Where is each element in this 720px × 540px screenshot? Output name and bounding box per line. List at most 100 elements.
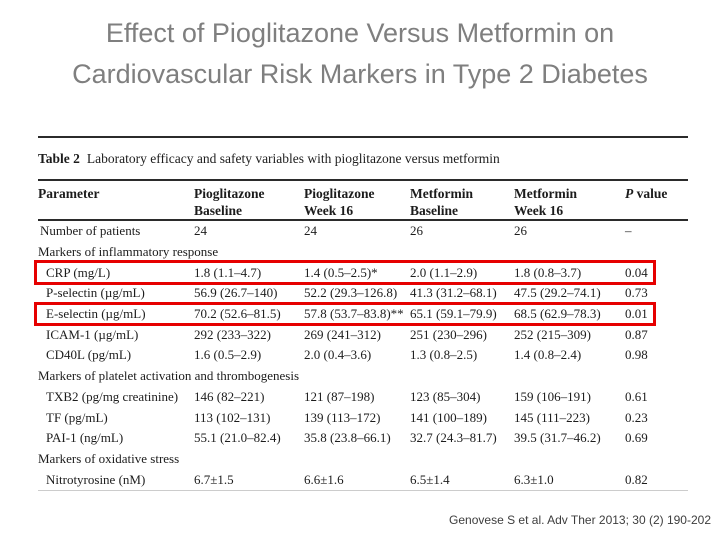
- table-header-line1: Metformin: [514, 186, 577, 201]
- table-header-line1: Pioglitazone: [304, 186, 375, 201]
- table-row: Nitrotyrosine (nM) 6.7±1.5 6.6±1.6 6.5±1.4 6…: [38, 469, 688, 490]
- table-row: TF (pg/mL) 113 (102–131) 139 (113–172) 141 …: [38, 407, 688, 428]
- table-header-cell: Pioglitazone Week 16: [304, 185, 410, 219]
- value-cell: 121 (87–198): [304, 388, 375, 404]
- table-header-line2: Baseline: [194, 203, 243, 218]
- table-row: P-selectin (µg/mL) 56.9 (26.7–140) 52.2 (2…: [38, 283, 688, 304]
- table-header-line1: P value: [625, 186, 668, 201]
- value-cell: 26: [514, 223, 527, 239]
- table-header-line2: [38, 202, 194, 219]
- value-cell: 32.7 (24.3–81.7): [410, 430, 497, 446]
- table-header-line2: Week 16: [514, 203, 564, 218]
- value-cell: 113 (102–131): [194, 409, 271, 425]
- value-cell: 0.98: [625, 347, 648, 363]
- value-cell: 6.6±1.6: [304, 471, 344, 487]
- table-caption-text: Laboratory efficacy and safety variables…: [86, 151, 500, 166]
- table-header-line1: Parameter: [38, 186, 100, 201]
- value-cell: 251 (230–296): [410, 326, 487, 342]
- value-cell: 55.1 (21.0–82.4): [194, 430, 281, 446]
- value-cell: 139 (113–172): [304, 409, 381, 425]
- citation: Genovese S et al. Adv Ther 2013; 30 (2) …: [449, 513, 711, 527]
- table-row: CD40L (pg/mL) 1.6 (0.5–2.9) 2.0 (0.4–3.6) 1…: [38, 345, 688, 366]
- table-caption-rule: [38, 179, 688, 181]
- value-cell: 2.0 (1.1–2.9): [410, 264, 478, 280]
- value-cell: 1.4 (0.5–2.5)*: [304, 264, 378, 280]
- value-cell: 145 (111–223): [514, 409, 590, 425]
- table-row: TXB2 (pg/mg creatinine) 146 (82–221) 121 (…: [38, 387, 688, 408]
- value-cell: 0.87: [625, 326, 648, 342]
- table-header-cell: Pioglitazone Baseline: [194, 185, 304, 219]
- table-caption: Table 2 Laboratory efficacy and safety va…: [38, 138, 688, 179]
- table-header-rule: [38, 219, 688, 221]
- value-cell: 24: [194, 223, 207, 239]
- table-section-row: Markers of platelet activation and throm…: [38, 367, 300, 383]
- value-cell: 35.8 (23.8–66.1): [304, 430, 391, 446]
- value-cell: 123 (85–304): [410, 388, 481, 404]
- table-caption-label: Table 2: [38, 151, 80, 166]
- value-cell: 1.8 (0.8–3.7): [514, 264, 582, 280]
- table-header-cell: Metformin Baseline: [410, 185, 514, 219]
- table-top-rule: [38, 136, 688, 138]
- value-cell: 0.69: [625, 430, 648, 446]
- value-cell: 26: [410, 223, 423, 239]
- table-body: Number of patients 24 24 26 26 – Markers of in…: [34, 221, 688, 491]
- table-header-line1: Pioglitazone: [194, 186, 265, 201]
- value-cell: 1.3 (0.8–2.5): [410, 347, 478, 363]
- table-header-line2: [625, 202, 688, 219]
- parameter-cell: CRP (mg/L): [46, 264, 111, 280]
- value-cell: 1.6 (0.5–2.9): [194, 347, 262, 363]
- table-header-line2: Week 16: [304, 203, 354, 218]
- value-cell: 146 (82–221): [194, 388, 265, 404]
- parameter-cell: E-selectin (µg/mL): [46, 306, 146, 322]
- value-cell: 70.2 (52.6–81.5): [194, 306, 281, 322]
- slide-title-line1: Effect of Pioglitazone Versus Metformin …: [105, 18, 615, 48]
- value-cell: 6.5±1.4: [410, 471, 450, 487]
- journal-table-figure: Table 2 Laboratory efficacy and safety va…: [34, 136, 688, 491]
- value-cell: 39.5 (31.7–46.2): [514, 430, 601, 446]
- value-cell: 47.5 (29.2–74.1): [514, 285, 601, 301]
- table-header: Parameter Pioglitazone Baseline Pioglitazo…: [38, 181, 688, 219]
- table-row: E-selectin (µg/mL) 70.2 (52.6–81.5) 57.8 (…: [34, 301, 688, 327]
- value-cell: 24: [304, 223, 317, 239]
- parameter-cell: Number of patients: [40, 223, 141, 239]
- table-header-line2: Baseline: [410, 203, 459, 218]
- value-cell: 0.73: [625, 285, 648, 301]
- value-cell: 1.4 (0.8–2.4): [514, 347, 582, 363]
- value-cell: 159 (106–191): [514, 388, 591, 404]
- table-row: CRP (mg/L) 1.8 (1.1–4.7) 1.4 (0.5–2.5)* 2.0…: [34, 260, 688, 286]
- value-cell: 56.9 (26.7–140): [194, 285, 278, 301]
- parameter-cell: Nitrotyrosine (nM): [46, 471, 146, 487]
- table-section-row: Markers of inflammatory response: [38, 243, 219, 259]
- value-cell: 65.1 (59.1–79.9): [410, 306, 497, 322]
- parameter-cell: CD40L (pg/mL): [46, 347, 132, 363]
- value-cell: 0.23: [625, 409, 648, 425]
- parameter-cell: TXB2 (pg/mg creatinine): [46, 388, 179, 404]
- value-cell: 57.8 (53.7–83.8)**: [304, 306, 404, 322]
- table-section-row: Markers of oxidative stress: [38, 450, 180, 466]
- table-header-cell: Parameter: [38, 185, 194, 219]
- value-cell: 2.0 (0.4–3.6): [304, 347, 372, 363]
- parameter-cell: P-selectin (µg/mL): [46, 285, 145, 301]
- value-cell: 292 (233–322): [194, 326, 271, 342]
- value-cell: 252 (215–309): [514, 326, 591, 342]
- parameter-cell: PAI-1 (ng/mL): [46, 430, 124, 446]
- value-cell: 1.8 (1.1–4.7): [194, 264, 262, 280]
- value-cell: 141 (100–189): [410, 409, 487, 425]
- value-cell: 68.5 (62.9–78.3): [514, 306, 601, 322]
- table-header-line1: Metformin: [410, 186, 473, 201]
- table-row: PAI-1 (ng/mL) 55.1 (21.0–82.4) 35.8 (23.8–…: [38, 428, 688, 449]
- slide-title-line2: Cardiovascular Risk Markers in Type 2 Di…: [72, 59, 648, 89]
- value-cell: 6.7±1.5: [194, 471, 234, 487]
- value-cell: 41.3 (31.2–68.1): [410, 285, 497, 301]
- value-cell: –: [625, 223, 632, 239]
- slide-title: Effect of Pioglitazone Versus Metformin …: [0, 13, 720, 95]
- table-row: ICAM-1 (µg/mL) 292 (233–322) 269 (241–312)…: [38, 324, 688, 345]
- value-cell: 6.3±1.0: [514, 471, 554, 487]
- table-row: Number of patients 24 24 26 26 –: [38, 221, 688, 242]
- table-header-cell: Metformin Week 16: [514, 185, 625, 219]
- value-cell: 0.61: [625, 388, 648, 404]
- value-cell: 269 (241–312): [304, 326, 381, 342]
- parameter-cell: TF (pg/mL): [46, 409, 108, 425]
- parameter-cell: ICAM-1 (µg/mL): [46, 326, 139, 342]
- value-cell: 0.04: [625, 264, 648, 280]
